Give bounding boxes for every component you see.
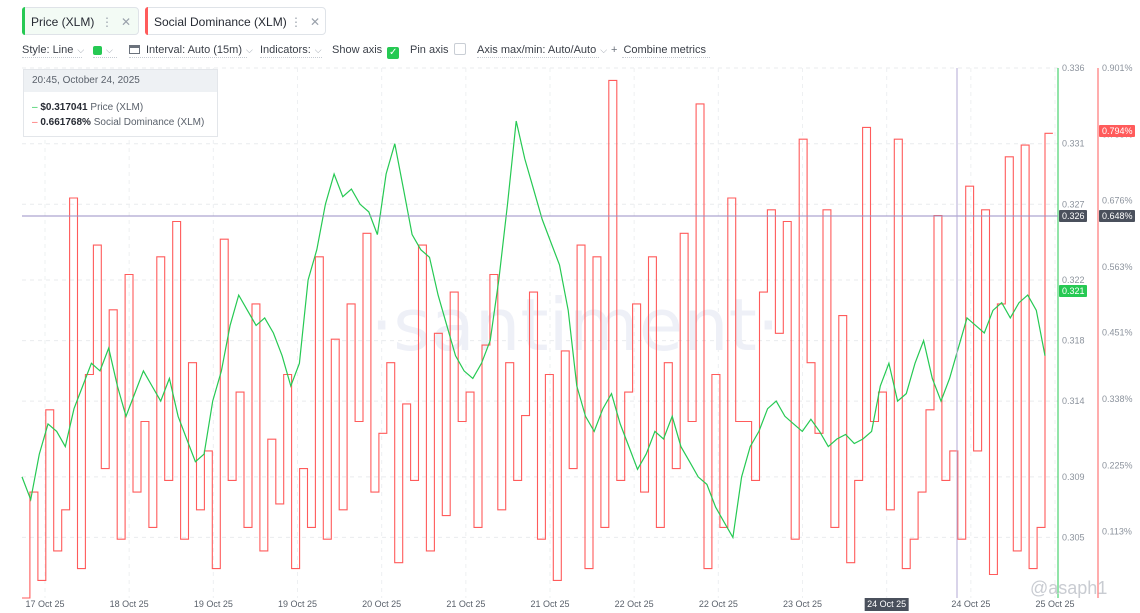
- tooltip-value: 0.661768%: [40, 117, 91, 128]
- chevron-down-icon: ⌵: [246, 45, 253, 55]
- underline: [129, 57, 247, 58]
- price-tick-label: 0.331: [1062, 139, 1085, 149]
- interval-select[interactable]: Interval: Auto (15m) ⌵: [129, 42, 253, 58]
- dominance-tick-label: 0.338%: [1102, 394, 1133, 404]
- checkbox-unchecked-icon: [453, 43, 466, 55]
- dominance-current-badge-bg: [1099, 125, 1135, 137]
- combine-label: Combine metrics: [623, 44, 706, 56]
- underline: [22, 57, 82, 58]
- chevron-down-icon: ⌵: [314, 45, 322, 55]
- series-line-price: [21, 120, 1046, 540]
- indicators-select[interactable]: Indicators: ⌵: [260, 42, 322, 58]
- price-tick-label: 0.318: [1062, 336, 1085, 346]
- dominance-current-badge: 0.794%: [1102, 126, 1133, 136]
- price-tick-label: 0.314: [1062, 396, 1085, 406]
- dominance-crosshair-badge: 0.648%: [1102, 211, 1133, 221]
- calendar-icon: [129, 45, 140, 54]
- x-tick-label: 21 Oct 25: [446, 599, 485, 609]
- plus-icon: +: [611, 44, 618, 56]
- close-icon[interactable]: ✕: [310, 15, 321, 29]
- color-swatch: [93, 46, 102, 55]
- price-crosshair-badge-bg: [1059, 210, 1087, 222]
- tooltip: 20:45, October 24, 2025 – $0.317041 Pric…: [23, 69, 218, 137]
- combine-metrics-button[interactable]: + Combine metrics: [611, 42, 706, 58]
- price-tick-label: 0.327: [1062, 199, 1085, 209]
- x-tick-label: 24 Oct 25: [951, 599, 990, 609]
- price-tick-label: 0.309: [1062, 472, 1085, 482]
- watermark: ·santiment·: [370, 283, 780, 367]
- price-current-badge: 0.321: [1062, 286, 1085, 296]
- x-tick-highlight: [864, 598, 909, 611]
- color-select[interactable]: ⌵: [93, 42, 113, 58]
- tooltip-series-name: Social Dominance (XLM): [93, 117, 205, 128]
- credit-text: @asaph1: [1030, 578, 1107, 598]
- tab-label: Social Dominance (XLM): [154, 15, 287, 29]
- tab-color-indicator: [22, 7, 25, 35]
- underline: [477, 57, 599, 58]
- x-tick-label: 18 Oct 25: [110, 599, 149, 609]
- dominance-tick-label: 0.901%: [1102, 63, 1133, 73]
- x-tick-label: 19 Oct 25: [194, 599, 233, 609]
- dominance-crosshair-badge-bg: [1099, 210, 1135, 222]
- x-tick-label: 17 Oct 25: [25, 599, 64, 609]
- style-select[interactable]: Style: Line ⌵: [22, 42, 84, 58]
- tooltip-row-dominance: – 0.661768% Social Dominance (XLM): [32, 117, 204, 129]
- x-tick-label: 22 Oct 25: [615, 599, 654, 609]
- x-tick-label: 23 Oct 25: [783, 599, 822, 609]
- x-tick-label: 21 Oct 25: [530, 599, 569, 609]
- x-axis: 17 Oct 25 18 Oct 25 19 Oct 25 19 Oct 25 20 O…: [25, 598, 1075, 611]
- more-options-icon[interactable]: ⋮: [290, 15, 302, 29]
- price-axis: 0.336 0.331 0.327 0.322 0.318 0.314 0.309 0.305: [1062, 63, 1085, 542]
- tab-price-xlm[interactable]: Price (XLM) ⋮ ✕: [22, 7, 139, 35]
- pin-axis-label: Pin axis: [410, 44, 449, 56]
- interval-label: Interval: Auto (15m): [146, 44, 242, 56]
- price-tick-label: 0.305: [1062, 532, 1085, 542]
- x-tick-label: 25 Oct 25: [1035, 599, 1074, 609]
- indicators-label: Indicators:: [260, 44, 311, 56]
- pin-axis-toggle[interactable]: Pin axis: [410, 42, 466, 58]
- price-tick-label: 0.336: [1062, 63, 1085, 73]
- series-line-social-dominance: [22, 79, 1053, 599]
- legend-marker-icon: –: [32, 117, 38, 128]
- dominance-tick-label: 0.113%: [1102, 527, 1132, 537]
- price-current-badge-bg: [1059, 285, 1087, 297]
- more-options-icon[interactable]: ⋮: [101, 15, 113, 29]
- tab-color-indicator: [145, 7, 148, 35]
- x-tick-label: 22 Oct 25: [699, 599, 738, 609]
- dominance-tick-label: 0.563%: [1102, 262, 1133, 272]
- x-tick-label: 20 Oct 25: [362, 599, 401, 609]
- underline: [622, 57, 710, 58]
- axis-badges: 0.326 0.648% 0.321 0.794%: [1059, 125, 1135, 297]
- x-tick-label: 24 Oct 25: [867, 599, 906, 609]
- underline: [93, 57, 117, 58]
- tooltip-series-name: Price (XLM): [90, 102, 144, 113]
- close-icon[interactable]: ✕: [121, 15, 132, 29]
- axis-minmax-label: Axis max/min: Auto/Auto: [477, 44, 597, 56]
- grid: [22, 67, 1058, 598]
- dominance-tick-label: 0.451%: [1102, 328, 1133, 338]
- tooltip-date: 20:45, October 24, 2025: [24, 70, 217, 92]
- tab-social-dominance-xlm[interactable]: Social Dominance (XLM) ⋮ ✕: [145, 7, 326, 35]
- axis-minmax-select[interactable]: Axis max/min: Auto/Auto ⌵: [477, 42, 607, 58]
- checkbox-checked-icon: ✓: [387, 47, 400, 59]
- dominance-tick-label: 0.676%: [1102, 195, 1133, 205]
- chevron-down-icon: ⌵: [77, 45, 85, 55]
- price-crosshair-badge: 0.326: [1062, 211, 1085, 221]
- dominance-tick-label: 0.225%: [1102, 461, 1133, 471]
- tooltip-row-price: – $0.317041 Price (XLM): [32, 102, 143, 114]
- underline: [260, 57, 322, 58]
- chevron-down-icon: ⌵: [106, 45, 113, 55]
- tooltip-value: $0.317041: [40, 102, 88, 113]
- legend-marker-icon: –: [32, 102, 38, 113]
- price-tick-label: 0.322: [1062, 275, 1085, 285]
- show-axis-toggle[interactable]: Show axis ✓: [332, 42, 400, 59]
- x-tick-label: 19 Oct 25: [278, 599, 317, 609]
- tab-label: Price (XLM): [31, 15, 95, 29]
- chevron-down-icon: ⌵: [600, 45, 608, 55]
- show-axis-label: Show axis: [332, 44, 383, 56]
- style-label: Style: Line: [22, 44, 74, 56]
